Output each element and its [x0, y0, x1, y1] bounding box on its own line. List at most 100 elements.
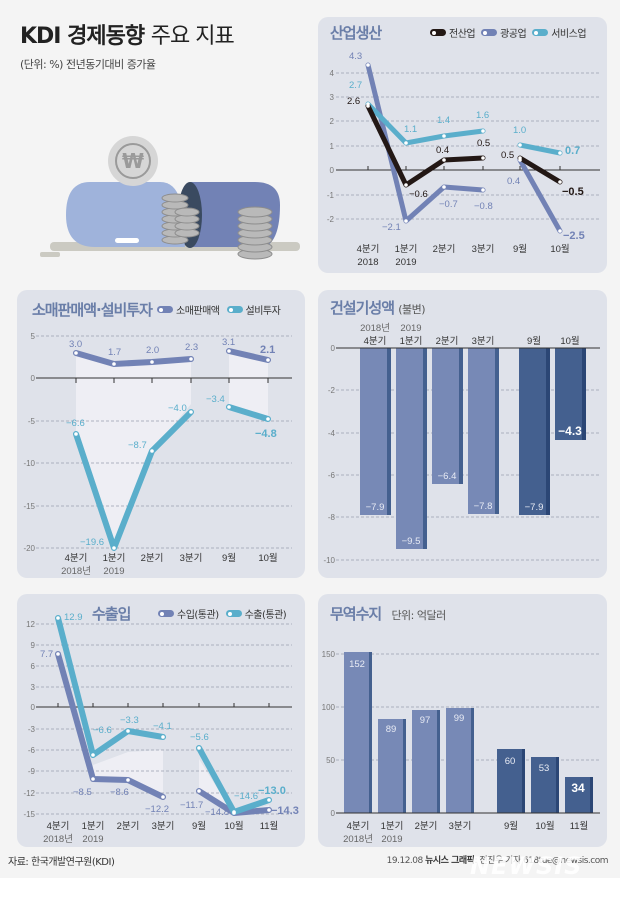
svg-text:10월: 10월: [560, 335, 579, 347]
svg-text:−6.6: −6.6: [66, 418, 85, 429]
panel-title-retail: 소매판매액·설비투자: [32, 301, 153, 319]
svg-text:53: 53: [539, 763, 550, 774]
svg-text:−11.7: −11.7: [180, 800, 203, 811]
svg-text:9월: 9월: [192, 820, 206, 832]
legend-industrial: 전산업 광공업 서비스업: [430, 25, 587, 40]
svg-text:34: 34: [571, 781, 585, 795]
legend-label: 수출(통관): [244, 610, 287, 621]
svg-text:4: 4: [330, 69, 335, 78]
svg-text:11월: 11월: [570, 820, 589, 832]
svg-text:2018: 2018: [357, 257, 378, 268]
svg-text:0: 0: [331, 344, 336, 353]
svg-text:−13.0: −13.0: [258, 785, 286, 797]
svg-text:100: 100: [322, 703, 336, 712]
title-bold: KDI 경제동향: [20, 24, 145, 49]
svg-text:0: 0: [330, 166, 335, 175]
svg-text:12: 12: [26, 620, 35, 629]
svg-text:1분기: 1분기: [82, 821, 105, 832]
credit-text: 전진우 기자 618tue@newsis.com: [479, 856, 608, 866]
credit-line: 19.12.08 뉴시스 그래픽: 전진우 기자 618tue@newsis.c…: [386, 856, 609, 866]
svg-text:1.0: 1.0: [513, 125, 526, 136]
legend-cyan-pill-icon: [532, 29, 549, 36]
svg-text:-4: -4: [328, 429, 336, 438]
svg-text:1.6: 1.6: [476, 110, 489, 121]
svg-text:-10: -10: [23, 459, 35, 468]
title-text: 무역수지: [330, 605, 382, 623]
svg-text:3: 3: [31, 683, 36, 692]
page-title: KDI 경제동향 주요 지표: [20, 18, 235, 50]
legend-label: 광공업: [500, 29, 527, 40]
svg-text:−8.6: −8.6: [110, 787, 129, 798]
panel-title-industrial: 산업생산: [330, 24, 382, 42]
legend-cyan-pill-icon: [226, 306, 243, 313]
svg-text:-8: -8: [328, 513, 336, 522]
svg-text:4분기: 4분기: [347, 821, 370, 832]
svg-text:−0.5: −0.5: [562, 186, 584, 198]
svg-text:3분기: 3분기: [152, 821, 175, 832]
svg-text:−7.8: −7.8: [474, 501, 493, 512]
newsis-watermark-logo: NEWSIS: [470, 852, 583, 880]
svg-text:−14.8: −14.8: [205, 807, 229, 818]
legend-label: 소매판매액: [176, 306, 220, 317]
svg-text:−14.3: −14.3: [271, 805, 299, 817]
svg-text:−0.6: −0.6: [409, 189, 428, 200]
svg-text:−4.3: −4.3: [558, 424, 582, 438]
legend-cyan-pill-icon: [225, 610, 242, 617]
title-text: 건설기성액: [330, 299, 395, 317]
svg-text:1: 1: [330, 142, 335, 151]
svg-text:−4.8: −4.8: [255, 428, 277, 440]
svg-text:4.3: 4.3: [349, 51, 362, 62]
page-subtitle: (단위: %) 전년동기대비 증가율: [20, 58, 156, 71]
svg-text:-9: -9: [28, 767, 36, 776]
svg-text:10월: 10월: [535, 820, 554, 832]
svg-text:2019: 2019: [400, 323, 421, 334]
svg-text:3.0: 3.0: [69, 339, 82, 350]
svg-text:-2: -2: [327, 215, 335, 224]
svg-text:9월: 9월: [527, 335, 541, 347]
svg-text:−9.5: −9.5: [402, 536, 421, 547]
svg-text:2.1: 2.1: [260, 344, 275, 356]
svg-text:0: 0: [331, 809, 336, 818]
svg-text:-3: -3: [28, 725, 36, 734]
svg-text:1분기: 1분기: [400, 336, 423, 347]
svg-text:9월: 9월: [504, 820, 518, 832]
svg-text:2.6: 2.6: [347, 96, 360, 107]
svg-text:89: 89: [386, 724, 397, 735]
agency-text: 뉴시스 그래픽: [425, 856, 475, 866]
legend-label: 서비스업: [551, 29, 587, 40]
svg-text:−3.4: −3.4: [206, 394, 225, 405]
svg-text:-15: -15: [23, 810, 35, 819]
svg-text:1.7: 1.7: [108, 347, 121, 358]
svg-text:2분기: 2분기: [415, 821, 438, 832]
svg-text:2분기: 2분기: [436, 336, 459, 347]
source-note: 자료: 한국개발연구원(KDI): [8, 857, 115, 868]
svg-text:2018년: 2018년: [343, 834, 373, 845]
svg-text:1분기: 1분기: [395, 244, 418, 255]
unit-text: (불변): [398, 303, 426, 316]
svg-text:4분기: 4분기: [364, 336, 387, 347]
svg-text:99: 99: [454, 713, 465, 724]
svg-text:2.7: 2.7: [349, 80, 362, 91]
panel-title-construction: 건설기성액 (불변): [330, 297, 426, 318]
svg-text:7.7: 7.7: [40, 649, 53, 660]
svg-text:2019: 2019: [395, 257, 416, 268]
svg-text:12.9: 12.9: [64, 612, 83, 623]
svg-text:3분기: 3분기: [449, 821, 472, 832]
svg-text:4분기: 4분기: [47, 821, 70, 832]
svg-text:−7.9: −7.9: [366, 502, 385, 513]
svg-text:2.0: 2.0: [146, 345, 159, 356]
svg-text:0: 0: [31, 703, 36, 712]
svg-text:0.5: 0.5: [477, 138, 490, 149]
svg-text:10월: 10월: [224, 820, 243, 832]
legend-purple-pill-icon: [158, 610, 174, 617]
svg-text:0.5: 0.5: [501, 150, 514, 161]
svg-text:0: 0: [31, 374, 36, 383]
svg-text:-1: -1: [327, 191, 335, 200]
panel-title-balance: 무역수지 단위: 억달러: [330, 603, 446, 624]
svg-text:−3.3: −3.3: [120, 715, 139, 726]
